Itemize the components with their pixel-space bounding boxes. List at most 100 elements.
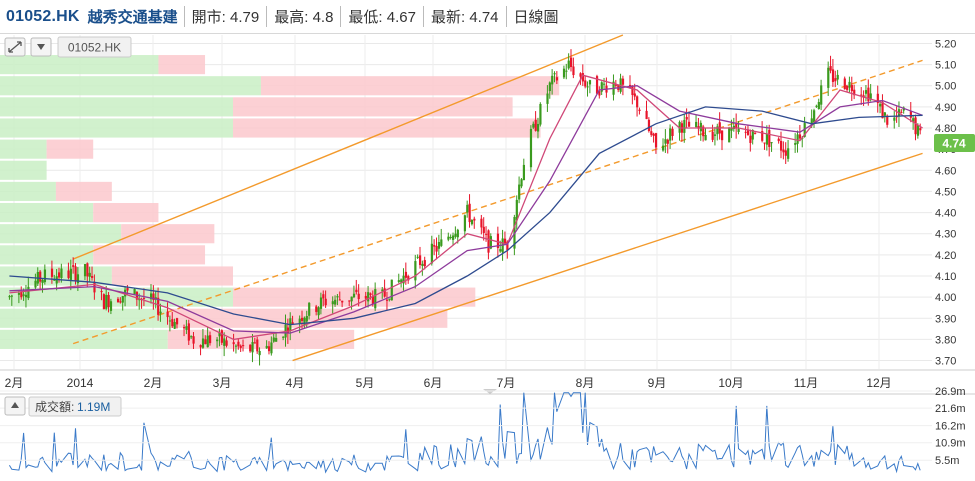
- candle-body: [234, 345, 238, 347]
- candle-body: [551, 75, 554, 85]
- candle-body: [317, 307, 320, 316]
- low-price: 最低: 4.67: [340, 6, 423, 27]
- candle-body: [520, 179, 523, 187]
- moving-average-ma_mid: [9, 85, 923, 334]
- candle-body: [765, 133, 769, 145]
- candle-body: [168, 320, 172, 322]
- expand-button[interactable]: [4, 37, 26, 57]
- date-axis: 2月 2014 2月 3月 4月 5月 6月 7月 8月 9月 10月 11月 12月: [0, 369, 975, 395]
- candle-body: [74, 266, 77, 281]
- price-tick-label: 3.90: [935, 313, 956, 325]
- price-tick-label: 5.10: [935, 60, 956, 72]
- candle-body: [76, 274, 80, 284]
- volume-profile-buy-bar: [0, 55, 159, 75]
- volume-panel-toggle[interactable]: [4, 396, 26, 416]
- candle-body: [671, 128, 674, 136]
- candle-body: [232, 342, 235, 345]
- candle-body: [621, 78, 625, 85]
- candle-body: [919, 128, 922, 131]
- date-tick-label: 9月: [648, 376, 667, 390]
- volume-profile-sell-bar: [121, 224, 215, 244]
- candle-body: [175, 318, 179, 325]
- volume-profile-sell-bar: [158, 55, 206, 75]
- candle-body: [853, 89, 856, 96]
- candle-body: [730, 127, 733, 131]
- candle-body: [704, 134, 707, 141]
- candle-body: [886, 115, 889, 125]
- last-price-tag: 4.74: [934, 134, 975, 152]
- candle-body: [253, 342, 257, 344]
- candle-body: [456, 229, 459, 238]
- settings-toggle-button[interactable]: [30, 37, 52, 57]
- candle-body: [400, 279, 403, 283]
- candle-body: [142, 297, 146, 299]
- date-tick-label: 5月: [356, 376, 375, 390]
- last-price: 最新: 4.74: [422, 6, 506, 27]
- candle-body: [827, 67, 830, 88]
- candle-body: [187, 323, 190, 341]
- candle-body: [190, 336, 193, 338]
- candle-body: [430, 243, 433, 264]
- date-tick-label: 7月: [497, 376, 516, 390]
- candle-body: [834, 78, 837, 82]
- candle-body: [383, 288, 386, 297]
- turnover-chip: 成交額: 1.19M: [28, 396, 122, 417]
- candle-body: [208, 335, 212, 344]
- volume-profile-buy-bar: [0, 76, 261, 96]
- candle-body: [768, 129, 771, 147]
- candle-body: [695, 121, 698, 128]
- candle-body: [447, 236, 450, 240]
- candle-body: [499, 249, 502, 252]
- volume-profile-sell-bar: [55, 181, 112, 201]
- candle-body: [239, 345, 242, 348]
- volume-tick-label: 21.6m: [935, 403, 966, 415]
- candle-body: [34, 280, 37, 288]
- candle-body: [291, 322, 294, 325]
- candle-body: [334, 299, 337, 305]
- candle-body: [496, 233, 500, 249]
- trend-channel-lower: [292, 152, 923, 362]
- candle-body: [470, 219, 474, 225]
- candle-body: [843, 78, 846, 90]
- date-tick-label: 12月: [866, 376, 891, 390]
- candle-body: [218, 332, 221, 337]
- candle-body: [699, 122, 702, 132]
- candle-body: [374, 289, 377, 309]
- candle-body: [869, 93, 872, 99]
- candle-body: [116, 298, 120, 303]
- candle-body: [794, 142, 797, 145]
- candle-body: [754, 132, 757, 134]
- candle-body: [315, 306, 318, 312]
- candle-body: [322, 294, 325, 299]
- candle-body: [548, 82, 551, 92]
- candle-body: [105, 294, 108, 309]
- candle-body: [654, 133, 658, 148]
- candle-body: [414, 261, 417, 281]
- candle-body: [192, 336, 195, 344]
- candle-body: [879, 103, 882, 107]
- candle-body: [421, 263, 424, 266]
- date-tick-label: 6月: [424, 376, 443, 390]
- candle-body: [864, 90, 868, 94]
- candle-body: [109, 301, 113, 311]
- candle-body: [909, 111, 912, 118]
- candle-body: [53, 279, 56, 281]
- company-name: 越秀交通基建: [87, 9, 178, 26]
- candle-body: [716, 126, 719, 135]
- candle-body: [371, 295, 374, 305]
- candle-body: [562, 68, 566, 78]
- candle-body: [784, 150, 787, 156]
- candle-body: [256, 339, 259, 352]
- candle-body: [650, 131, 653, 135]
- price-tick-label: 4.50: [935, 186, 956, 198]
- candle-body: [565, 70, 568, 72]
- candle-body: [199, 345, 202, 348]
- candle-body: [900, 111, 903, 113]
- candle-body: [150, 293, 153, 300]
- price-tick-label: 4.80: [935, 123, 956, 135]
- expand-icon: [8, 41, 22, 53]
- candle-body: [466, 204, 469, 213]
- candle-body: [683, 119, 686, 133]
- volume-profile-sell-bar: [93, 203, 159, 223]
- stock-chart[interactable]: 5.205.105.004.904.804.704.604.504.404.30…: [0, 33, 975, 481]
